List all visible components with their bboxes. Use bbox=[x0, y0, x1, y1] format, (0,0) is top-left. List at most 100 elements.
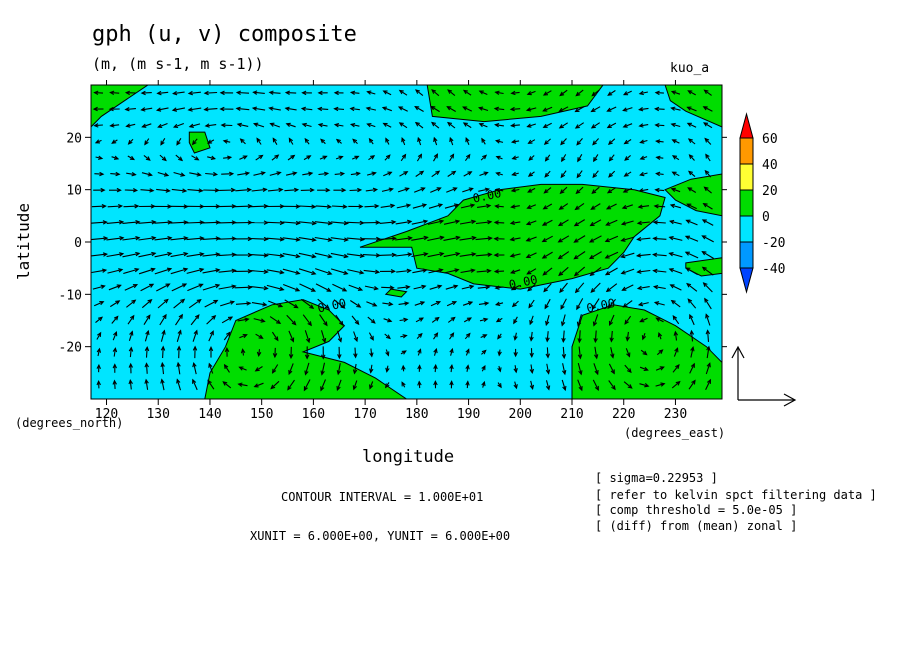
wind-vector bbox=[620, 252, 635, 259]
wind-vector bbox=[459, 219, 477, 225]
wind-vector bbox=[298, 237, 317, 242]
wind-vector bbox=[684, 235, 699, 242]
wind-vector bbox=[557, 251, 570, 260]
wind-vector bbox=[479, 171, 489, 177]
wind-vector bbox=[333, 90, 344, 96]
wind-vector bbox=[431, 170, 441, 178]
wind-vector bbox=[335, 155, 344, 160]
wind-vector bbox=[335, 314, 344, 326]
wind-vector bbox=[431, 121, 440, 129]
wind-vector bbox=[527, 139, 536, 144]
wind-vector bbox=[369, 381, 374, 390]
wind-vector bbox=[478, 187, 491, 192]
wind-vector bbox=[449, 136, 454, 146]
wind-vector bbox=[282, 237, 301, 242]
wind-vector bbox=[511, 171, 519, 177]
wind-vector bbox=[427, 219, 445, 225]
wind-vector bbox=[221, 316, 234, 324]
wind-vector bbox=[573, 266, 586, 277]
wind-vector bbox=[559, 186, 568, 195]
wind-vector bbox=[497, 349, 502, 357]
wind-vector bbox=[144, 378, 149, 390]
wind-vector bbox=[638, 107, 649, 112]
wind-vector bbox=[495, 155, 503, 160]
wind-vector bbox=[384, 333, 391, 340]
wind-vector bbox=[653, 204, 666, 209]
wind-vector bbox=[317, 298, 330, 310]
wind-vector bbox=[138, 251, 157, 258]
wind-vector bbox=[253, 318, 266, 323]
wind-vector bbox=[668, 252, 683, 258]
wind-vector bbox=[156, 283, 171, 292]
wind-vector bbox=[510, 188, 520, 193]
wind-vector bbox=[223, 331, 231, 341]
wind-vector bbox=[705, 378, 711, 391]
wind-vector bbox=[449, 153, 455, 162]
wind-vector bbox=[317, 122, 328, 128]
colorbar-seg-4 bbox=[739, 215, 754, 243]
wind-vector bbox=[112, 331, 118, 341]
wind-vector bbox=[577, 154, 583, 163]
wind-vector bbox=[542, 203, 553, 210]
wind-vector bbox=[444, 203, 460, 209]
wind-vector bbox=[528, 155, 535, 161]
wind-vector bbox=[558, 106, 569, 113]
wind-vector bbox=[218, 268, 237, 273]
wind-vector bbox=[385, 365, 390, 373]
wind-vector bbox=[218, 252, 237, 257]
wind-vector bbox=[144, 329, 150, 342]
wind-vector bbox=[477, 285, 491, 290]
wind-vector bbox=[411, 252, 429, 258]
wind-vector bbox=[301, 122, 312, 128]
wind-vector bbox=[673, 330, 679, 341]
wind-vector bbox=[288, 346, 294, 360]
wind-vector bbox=[204, 299, 219, 308]
wind-vector bbox=[128, 379, 133, 390]
wind-vector bbox=[303, 155, 312, 161]
wind-vector bbox=[545, 347, 551, 359]
wind-vector bbox=[94, 139, 102, 144]
wind-vector bbox=[672, 364, 680, 373]
wind-vector bbox=[250, 253, 269, 258]
wind-vector bbox=[302, 171, 314, 176]
wind-vector bbox=[251, 187, 268, 192]
wind-vector bbox=[235, 90, 250, 95]
x-tick-label-150: 150 bbox=[250, 407, 273, 422]
colorbar-label-3: 0 bbox=[762, 210, 770, 225]
note-threshold: [ comp threshold = 5.0e-05 ] bbox=[595, 503, 798, 517]
wind-vector bbox=[590, 282, 601, 294]
wind-vector bbox=[670, 122, 681, 128]
colorbar-label-2: 20 bbox=[762, 184, 778, 199]
wind-vector bbox=[511, 300, 519, 308]
wind-vector bbox=[590, 106, 601, 113]
wind-vector bbox=[669, 203, 682, 209]
wind-vector bbox=[639, 139, 648, 144]
wind-vector bbox=[286, 314, 297, 326]
wind-vector bbox=[686, 203, 697, 210]
wind-vector bbox=[127, 138, 134, 145]
wind-vector bbox=[154, 251, 173, 258]
wind-vector bbox=[622, 187, 633, 193]
wind-vector bbox=[604, 251, 619, 259]
wind-vector bbox=[141, 123, 152, 128]
wind-vector bbox=[202, 268, 221, 274]
wind-vector bbox=[122, 219, 141, 225]
wind-vector bbox=[285, 122, 296, 128]
wind-vector bbox=[369, 364, 374, 374]
wind-vector bbox=[576, 138, 583, 146]
wind-vector bbox=[652, 252, 667, 257]
wind-vector bbox=[160, 329, 166, 342]
wind-vector bbox=[417, 136, 422, 146]
wind-vector bbox=[528, 299, 535, 309]
wind-vector bbox=[510, 90, 520, 96]
wind-vector bbox=[493, 236, 505, 242]
wind-vector bbox=[636, 285, 650, 291]
wind-vector bbox=[447, 89, 456, 97]
wind-vector bbox=[176, 138, 182, 146]
wind-vector bbox=[686, 282, 698, 292]
contour-label-2: 0.00 bbox=[316, 296, 347, 316]
wind-vector bbox=[122, 251, 141, 258]
wind-vector bbox=[399, 171, 409, 177]
wind-vector bbox=[332, 283, 348, 292]
wind-vector bbox=[124, 188, 139, 193]
